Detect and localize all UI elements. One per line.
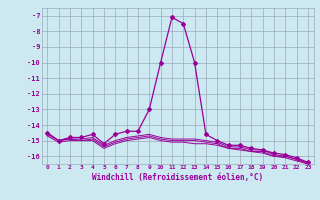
X-axis label: Windchill (Refroidissement éolien,°C): Windchill (Refroidissement éolien,°C) [92, 173, 263, 182]
